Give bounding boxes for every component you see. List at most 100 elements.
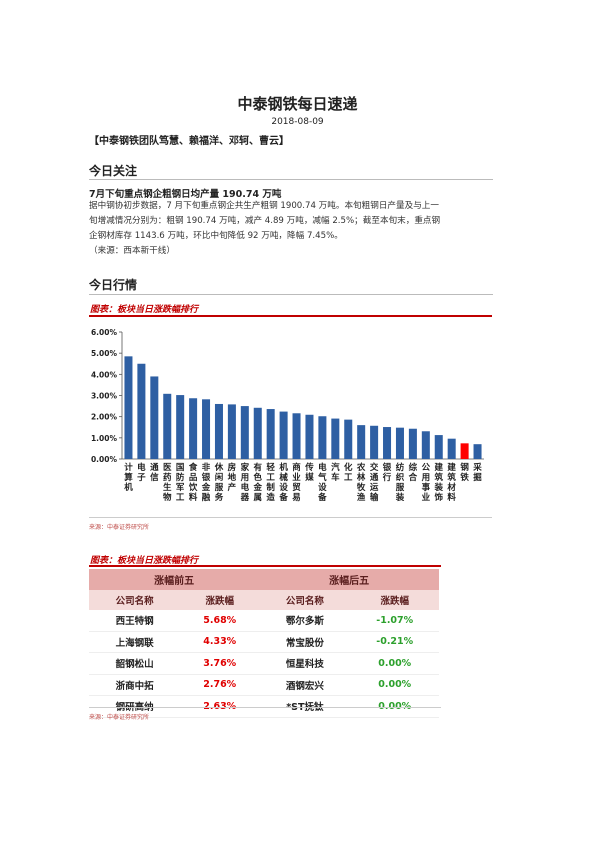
category-label-char: 农 [356, 462, 366, 473]
y-tick-label: 3.00% [91, 392, 118, 401]
top-change: 2.63% [180, 695, 260, 718]
category-label-char: 通 [370, 472, 379, 483]
bar [460, 443, 469, 459]
bar [421, 431, 430, 459]
category-label-char: 采 [472, 462, 482, 473]
category-label-char: 防 [176, 472, 185, 483]
col-header-change: 涨跌幅 [350, 589, 439, 610]
category-label-char: 料 [189, 492, 198, 503]
top-change: 2.76% [180, 674, 260, 696]
bar [253, 407, 262, 459]
category-label-char: 地 [228, 472, 237, 483]
category-label-char: 有 [253, 462, 262, 473]
bar [124, 356, 133, 459]
top-company: 西王特钢 [89, 610, 181, 632]
caption-rule [89, 315, 492, 317]
y-tick-label: 2.00% [91, 413, 118, 422]
category-label-char: 钢 [460, 462, 469, 473]
bottom-change: -1.07% [350, 610, 439, 632]
category-label-char: 合 [408, 472, 418, 483]
bottom-company: 鄂尔多斯 [259, 610, 351, 632]
table-row: 上海钢联 4.33% 常宝股份 -0.21% [89, 631, 439, 653]
y-tick-label: 5.00% [91, 349, 118, 358]
bottom-change: 0.00% [350, 652, 439, 675]
category-label-char: 贸 [292, 482, 301, 493]
category-label-char: 交 [370, 462, 379, 473]
category-label-char: 服 [396, 483, 405, 493]
category-label-char: 汽 [331, 462, 340, 473]
bottom-five-header: 涨幅后五 [259, 569, 439, 590]
category-label-char: 工 [266, 473, 275, 483]
category-label-char: 服 [215, 483, 224, 493]
category-label-char: 易 [292, 492, 301, 503]
category-label-char: 械 [279, 472, 288, 483]
col-header-name: 公司名称 [259, 589, 351, 610]
bottom-company: 恒星科技 [259, 652, 351, 675]
bar [176, 395, 185, 459]
table-source: 来源：中泰证券研究所 [89, 714, 150, 721]
category-label-char: 林 [357, 472, 366, 483]
bar [331, 418, 340, 459]
category-label-char: 闲 [215, 472, 224, 483]
category-label-char: 装 [395, 492, 405, 503]
category-label-char: 电 [137, 462, 146, 473]
bottom-company: 酒钢宏兴 [259, 674, 351, 696]
category-label-char: 器 [240, 493, 250, 503]
category-label-char: 掘 [473, 472, 482, 483]
team-line: 【中泰钢铁团队笃慧、赖福洋、邓轲、曹云】 [89, 136, 289, 147]
bar [279, 411, 288, 459]
col-header-name: 公司名称 [89, 589, 181, 610]
news-line: 企钢材库存 1143.6 万吨，环比中旬降低 92 万吨，降幅 7.45%。 [89, 231, 343, 241]
category-label-char: 行 [382, 472, 392, 483]
top-change: 5.68% [180, 610, 260, 632]
top-company: 上海钢联 [89, 631, 181, 653]
bar [370, 425, 379, 459]
top-bottom-table: 涨幅前五 涨幅后五 公司名称 涨跌幅 公司名称 涨跌幅 西王特钢 5.68% 鄂… [89, 569, 439, 718]
category-label-char: 建 [433, 462, 443, 473]
category-label-char: 车 [331, 472, 340, 483]
news-line: 据中钢协初步数据，7 月下旬重点钢企共生产粗钢 1900.74 万吨。本旬粗钢日… [89, 201, 439, 211]
category-label-char: 军 [176, 483, 185, 493]
col-header-change: 涨跌幅 [180, 589, 260, 610]
category-label-char: 药 [163, 472, 172, 483]
y-tick-label: 6.00% [91, 328, 118, 337]
bar [395, 427, 404, 459]
table-row: 西王特钢 5.68% 鄂尔多斯 -1.07% [89, 610, 439, 632]
bar [189, 398, 198, 459]
bar [383, 427, 392, 459]
bottom-change: -0.21% [350, 631, 439, 653]
page-title: 中泰钢铁每日速递 [237, 95, 358, 113]
table-row: 韶钢松山 3.76% 恒星科技 0.00% [89, 652, 439, 675]
top-change: 4.33% [180, 631, 260, 653]
category-label-char: 材 [446, 482, 456, 493]
category-label-char: 建 [446, 462, 456, 473]
news-line: 旬增减情况分别为：粗钢 190.74 万吨，减产 4.89 万吨，减幅 2.5%… [89, 216, 441, 226]
category-label-char: 料 [447, 492, 456, 503]
category-label-char: 商 [292, 462, 301, 473]
category-label-char: 牧 [357, 482, 366, 493]
category-label-char: 电 [241, 482, 250, 493]
category-label-char: 渔 [357, 492, 366, 503]
bar [305, 414, 314, 459]
category-label-char: 食 [189, 462, 198, 473]
category-label-char: 金 [252, 482, 262, 493]
category-label-char: 信 [150, 472, 159, 483]
table-bottom-rule [89, 707, 441, 708]
category-label-char: 电 [318, 462, 327, 473]
category-label-char: 筑 [434, 472, 443, 483]
category-label-char: 非 [202, 462, 211, 473]
category-label-char: 务 [215, 492, 224, 503]
category-label-char: 设 [318, 482, 327, 493]
bar [344, 419, 353, 459]
chart-bottom-rule [89, 517, 492, 518]
category-label-char: 品 [189, 473, 198, 483]
bar [214, 403, 223, 459]
y-tick-label: 0.00% [91, 455, 118, 464]
category-label-char: 造 [266, 492, 275, 503]
category-label-char: 色 [253, 472, 262, 483]
category-label-char: 饰 [434, 492, 443, 503]
bar [447, 438, 456, 459]
caption-rule [89, 565, 441, 567]
category-label-char: 物 [163, 492, 172, 503]
bottom-change: 0.00% [350, 674, 439, 696]
